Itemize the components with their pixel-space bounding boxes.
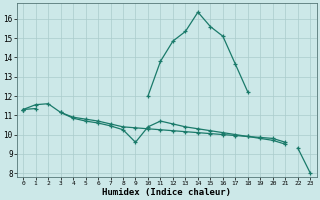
X-axis label: Humidex (Indice chaleur): Humidex (Indice chaleur): [102, 188, 231, 197]
